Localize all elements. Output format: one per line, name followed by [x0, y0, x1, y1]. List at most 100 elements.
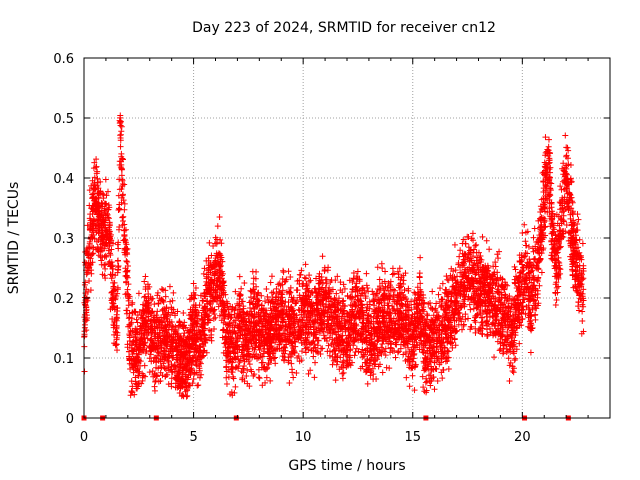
data-point	[258, 292, 265, 299]
data-point	[195, 382, 202, 389]
data-point	[115, 245, 122, 252]
data-point	[93, 163, 100, 170]
data-point	[255, 374, 262, 381]
data-point	[511, 357, 518, 364]
data-point	[467, 306, 474, 313]
data-point	[527, 349, 534, 356]
data-point	[158, 286, 165, 293]
data-point	[201, 265, 208, 272]
data-point	[192, 284, 199, 291]
data-point	[420, 384, 427, 391]
data-point	[124, 258, 131, 265]
data-point	[267, 279, 274, 286]
data-point	[216, 214, 223, 221]
data-point	[232, 383, 239, 390]
data-point	[119, 218, 126, 225]
data-point	[147, 351, 154, 358]
data-point	[576, 236, 583, 243]
data-point	[530, 234, 537, 241]
data-point	[223, 374, 230, 381]
data-point	[208, 252, 215, 259]
data-point	[122, 236, 129, 243]
data-point	[154, 308, 161, 315]
data-point	[93, 170, 100, 177]
data-point	[575, 216, 582, 223]
data-point	[268, 289, 275, 296]
data-point	[142, 273, 149, 280]
data-point	[341, 285, 348, 292]
data-point	[312, 359, 319, 366]
data-point	[102, 275, 109, 282]
data-point	[389, 265, 396, 272]
data-point	[469, 230, 476, 237]
data-point	[81, 368, 88, 375]
data-point	[319, 253, 326, 260]
data-point	[374, 264, 381, 271]
data-point	[417, 254, 424, 261]
data-point	[151, 383, 158, 390]
data-point	[329, 361, 336, 368]
data-point	[132, 374, 139, 381]
data-point	[197, 292, 204, 299]
data-point	[289, 366, 296, 373]
data-point	[350, 269, 357, 276]
data-point	[506, 378, 513, 385]
data-point	[553, 284, 560, 291]
data-point	[502, 336, 509, 343]
data-point	[91, 159, 98, 166]
data-point	[129, 351, 136, 358]
data-point	[445, 277, 452, 284]
data-point	[108, 275, 115, 282]
data-point	[548, 180, 555, 187]
data-point	[552, 301, 559, 308]
data-point	[285, 268, 292, 275]
data-point	[134, 319, 141, 326]
data-point	[124, 344, 131, 351]
data-point	[431, 386, 438, 393]
data-point	[538, 269, 545, 276]
data-point	[519, 229, 526, 236]
data-point	[337, 354, 344, 361]
data-point	[104, 188, 111, 195]
data-point	[311, 374, 318, 381]
data-point	[512, 266, 519, 273]
data-point	[223, 381, 230, 388]
data-point	[363, 270, 370, 277]
data-point	[248, 308, 255, 315]
data-point	[434, 378, 441, 385]
data-point	[448, 298, 455, 305]
data-point	[81, 259, 88, 266]
data-point	[486, 246, 493, 253]
data-point	[332, 377, 339, 384]
data-point	[262, 298, 269, 305]
data-point	[505, 355, 512, 362]
data-point	[241, 279, 248, 286]
data-point	[135, 290, 142, 297]
data-point	[115, 206, 122, 213]
data-point	[416, 274, 423, 281]
data-point	[348, 295, 355, 302]
data-point	[232, 288, 239, 295]
data-point	[288, 360, 295, 367]
data-points	[81, 112, 587, 400]
data-point	[268, 273, 275, 280]
data-point	[166, 283, 173, 290]
data-point	[118, 128, 125, 135]
data-point	[452, 267, 459, 274]
data-point	[364, 380, 371, 387]
data-point	[102, 261, 109, 268]
data-point	[147, 318, 154, 325]
data-point	[248, 368, 255, 375]
data-point	[465, 315, 472, 322]
data-point	[220, 326, 227, 333]
data-point	[512, 355, 519, 362]
data-point	[105, 202, 112, 209]
data-point	[522, 238, 529, 245]
data-point	[340, 369, 347, 376]
data-point	[293, 299, 300, 306]
data-point	[359, 346, 366, 353]
data-point	[299, 348, 306, 355]
data-point	[578, 330, 585, 337]
data-point	[403, 374, 410, 381]
data-point	[272, 360, 279, 367]
